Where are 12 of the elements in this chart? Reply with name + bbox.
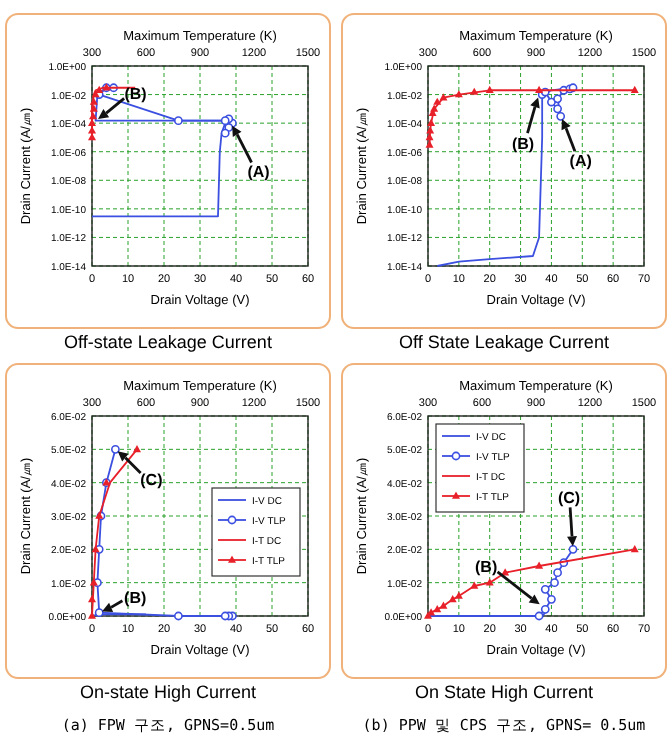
text: Off State Leakage Current xyxy=(399,332,610,352)
text: Off-state Leakage Current xyxy=(64,332,273,352)
annotation: (B) xyxy=(124,84,148,103)
annotation: (B) xyxy=(511,134,535,153)
annotation: (B) xyxy=(124,588,147,607)
annotation: (A) xyxy=(569,152,593,171)
text: On-state High Current xyxy=(79,682,258,702)
annotation: (A) xyxy=(247,163,271,182)
annotation: (B) xyxy=(475,558,498,576)
text: On State High Current xyxy=(414,682,595,702)
annotation: (C) xyxy=(140,471,164,490)
annotation: (C) xyxy=(557,489,581,508)
